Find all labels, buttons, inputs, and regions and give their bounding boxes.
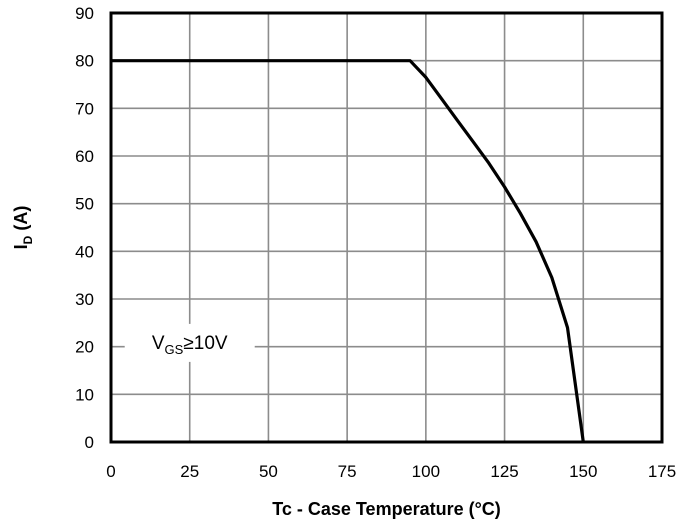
y-tick-label: 60	[75, 147, 94, 166]
y-axis-title-main: I	[11, 244, 31, 249]
y-axis-title: ID (A)	[11, 206, 35, 250]
annotation-subscript: GS	[165, 342, 184, 357]
y-axis-title-rest: (A)	[11, 206, 31, 236]
y-tick-label: 10	[75, 385, 94, 404]
x-axis-title: Tc - Case Temperature (°C)	[272, 499, 501, 519]
x-tick-label: 150	[569, 462, 597, 481]
y-tick-label: 20	[75, 338, 94, 357]
x-tick-label: 50	[259, 462, 278, 481]
vgs-annotation: VGS≥10V	[152, 333, 228, 357]
grid-lines	[110, 12, 663, 443]
y-tick-label: 30	[75, 290, 94, 309]
y-tick-label: 0	[85, 433, 94, 452]
y-tick-label: 50	[75, 195, 94, 214]
x-tick-label: 125	[490, 462, 518, 481]
y-tick-label: 40	[75, 242, 94, 261]
plot-frame	[109, 11, 664, 444]
y-tick-labels: 0 10 20 30 40 50 60 70 80 90	[75, 4, 94, 452]
series-line	[111, 59, 585, 443]
x-tick-label: 0	[106, 462, 115, 481]
x-tick-label: 75	[338, 462, 357, 481]
y-axis-title-subscript: D	[21, 235, 35, 244]
y-tick-label: 90	[75, 4, 94, 23]
annotation-background	[124, 323, 255, 362]
y-tick-label: 70	[75, 99, 94, 118]
annotation-rest: ≥10V	[183, 333, 228, 354]
x-tick-label: 175	[648, 462, 676, 481]
x-tick-label: 100	[412, 462, 440, 481]
x-tick-labels: 0 25 50 75 100 125 150 175	[106, 462, 676, 481]
y-tick-label: 80	[75, 52, 94, 71]
annotation-main: V	[152, 333, 165, 354]
x-tick-label: 25	[180, 462, 199, 481]
